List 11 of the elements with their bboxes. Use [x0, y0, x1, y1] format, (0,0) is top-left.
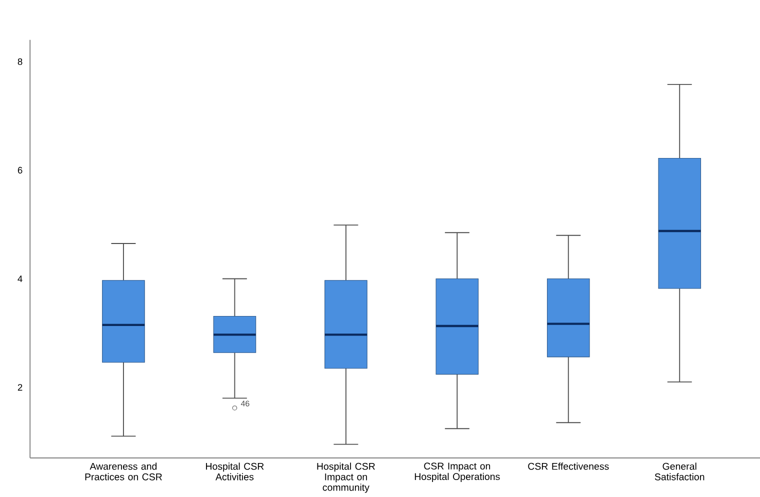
x-tick-label: General Satisfaction	[654, 462, 704, 480]
y-tick-label: 8	[18, 58, 22, 65]
x-tick-label: Hospital CSR Activities	[206, 462, 264, 480]
x-tick-label: Awareness and Practices on CSR	[85, 462, 162, 480]
x-tick-label: CSR Effectiveness	[528, 462, 609, 470]
y-tick-label: 2	[18, 384, 22, 391]
annotation: 46	[240, 400, 250, 406]
x-tick-label: Hospital CSR Impact on community	[317, 462, 375, 493]
x-tick-label: CSR Impact on Hospital Operations	[414, 462, 500, 482]
y-tick-label: 4	[18, 276, 22, 282]
y-tick-label: 6	[18, 166, 22, 174]
